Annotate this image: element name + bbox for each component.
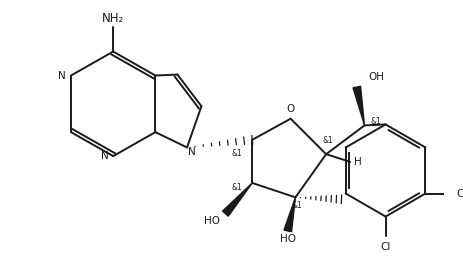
Text: &1: &1 bbox=[370, 117, 382, 126]
Text: H: H bbox=[354, 157, 362, 167]
Polygon shape bbox=[284, 197, 295, 232]
Text: N: N bbox=[100, 151, 108, 161]
Text: N: N bbox=[58, 70, 66, 80]
Polygon shape bbox=[353, 86, 364, 125]
Text: &1: &1 bbox=[292, 201, 303, 210]
Text: NH₂: NH₂ bbox=[102, 12, 124, 25]
Text: Cl: Cl bbox=[456, 188, 463, 198]
Text: O: O bbox=[287, 104, 295, 114]
Text: Cl: Cl bbox=[381, 242, 391, 252]
Text: &1: &1 bbox=[232, 149, 242, 158]
Text: HO: HO bbox=[280, 234, 296, 244]
Text: N: N bbox=[188, 147, 196, 157]
Text: &1: &1 bbox=[232, 183, 242, 192]
Text: OH: OH bbox=[368, 72, 384, 82]
Text: HO: HO bbox=[204, 216, 220, 226]
Text: &1: &1 bbox=[323, 136, 333, 145]
Polygon shape bbox=[223, 183, 252, 216]
